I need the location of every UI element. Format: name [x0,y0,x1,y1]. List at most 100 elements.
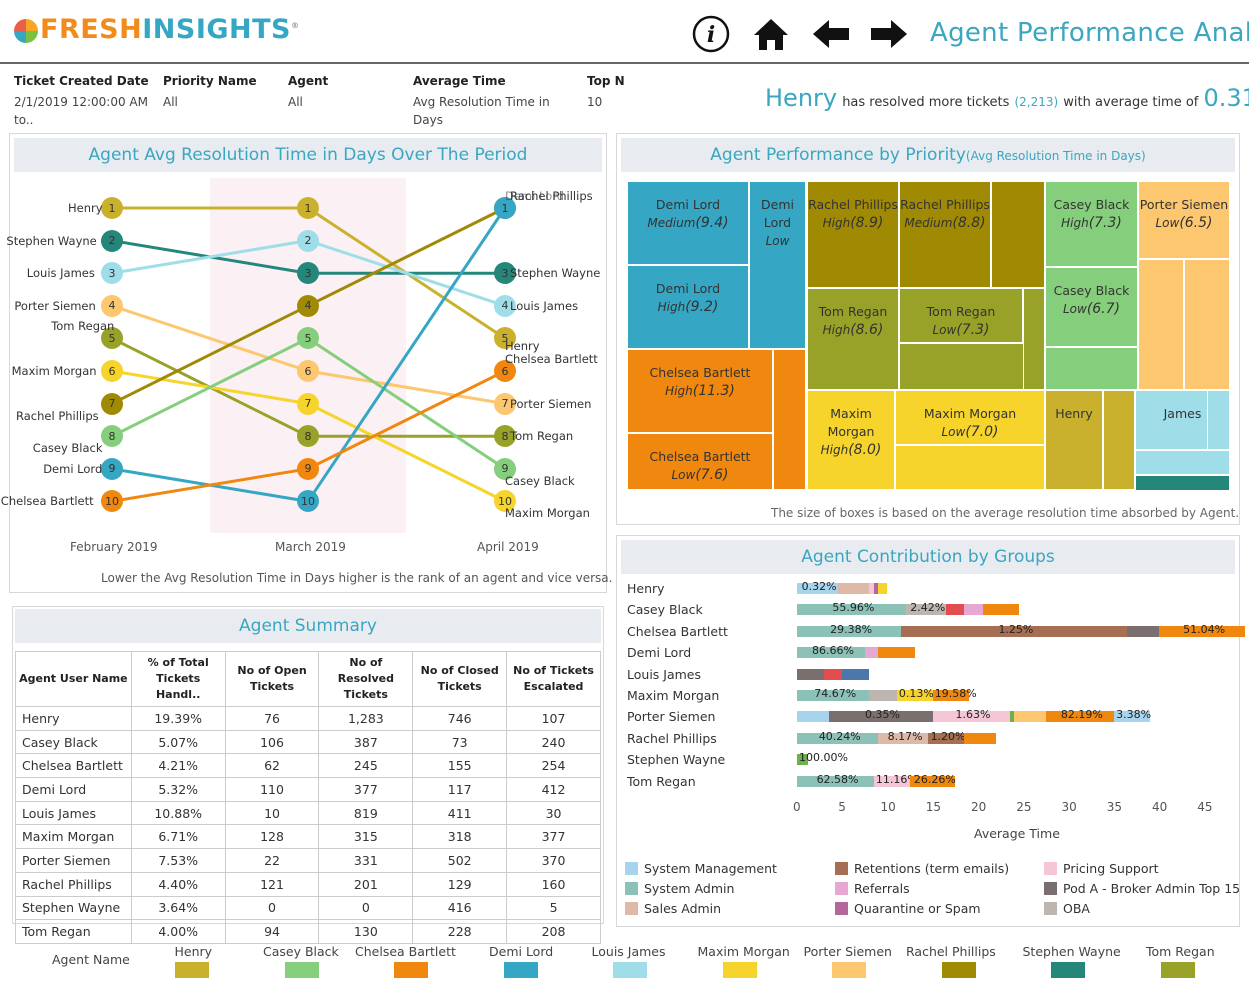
treemap-cell-tom-regan-high[interactable]: Tom Regan High(8.6) [807,288,899,390]
contribution-seg-tom-regan-1[interactable] [873,775,911,787]
treemap-cell-casey-black-low[interactable]: Casey Black Low(6.7) [1045,267,1138,347]
contribution-seg-chelsea-bartlett-1[interactable] [901,625,1128,637]
contribution-legend-oba[interactable]: OBA [1044,898,1090,917]
contribution-bar-rachel-phillips[interactable]: 40.24% 8.17% 1.20% [797,730,1217,744]
contribution-legend-system-management[interactable]: System Management [625,858,777,877]
contribution-seg-porter-siemen-3[interactable] [1009,711,1015,723]
contribution-seg-henry-2[interactable] [869,583,874,594]
contribution-seg-casey-black-4[interactable] [982,604,1019,616]
bump-node-louis-james-0[interactable]: 3 [101,262,123,285]
contribution-seg-henry-1[interactable] [837,583,870,594]
contribution-seg-chelsea-bartlett-3[interactable] [1159,625,1245,637]
filter-average-time[interactable]: Average Time Avg Resolution Time in Days [413,74,550,127]
bump-node-porter-siemen-0[interactable]: 4 [101,294,123,317]
table-row[interactable]: Chelsea Bartlett 4.21% 62 245 155 254 [15,753,601,779]
bottom-legend-swatch-casey-black[interactable] [284,962,319,978]
table-row[interactable]: Tom Regan 4.00% 94 130 228 208 [15,919,601,944]
table-row[interactable]: Henry 19.39% 76 1,283 746 107 [15,706,601,731]
filter-agent[interactable]: Agent All [288,74,329,109]
contribution-seg-tom-regan-0[interactable] [797,775,874,787]
bump-node-tom-regan-2[interactable]: 8 [494,425,516,448]
bump-node-casey-black-0[interactable]: 8 [101,425,123,448]
bottom-legend-swatch-henry[interactable] [175,962,209,978]
treemap-cell-demi-lord-high[interactable]: Demi Lord High(9.2) [627,265,749,349]
contribution-seg-stephen-wayne-0[interactable] [797,754,808,766]
treemap-cell-casey-black-high[interactable]: Casey Black High(7.3) [1045,181,1138,267]
treemap-filler-10[interactable] [1135,475,1230,491]
bottom-legend-swatch-tom-regan[interactable] [1160,962,1195,978]
contribution-seg-maxim-morgan-1[interactable] [869,690,897,701]
col-header-2[interactable]: No of Open Tickets [224,651,320,707]
contribution-seg-maxim-morgan-3[interactable] [932,690,969,701]
table-row[interactable]: Casey Black 5.07% 106 387 73 240 [15,729,601,755]
treemap-cell-henry[interactable]: Henry [1045,390,1103,490]
table-row[interactable]: Rachel Phillips 4.40% 121 201 129 160 [15,871,601,897]
contribution-bar-louis-james[interactable] [797,668,1217,680]
bump-node-porter-siemen-2[interactable]: 7 [494,392,516,415]
col-header-0[interactable]: Agent User Name [15,651,132,707]
contribution-seg-henry-4[interactable] [878,583,888,594]
filter-priority[interactable]: Priority Name All [163,74,257,109]
contribution-seg-maxim-morgan-0[interactable] [797,690,870,701]
treemap-filler-4[interactable] [1045,347,1138,390]
contribution-seg-henry-0[interactable] [797,583,838,594]
table-row[interactable]: Demi Lord 5.32% 110 377 117 412 [15,777,601,802]
bump-node-chelsea-bartlett-0[interactable]: 10 [101,490,123,513]
contribution-seg-casey-black-2[interactable] [946,604,965,616]
info-icon[interactable]: i [690,14,732,54]
contribution-legend-quarantine-or-spam[interactable]: Quarantine or Spam [835,898,981,917]
col-header-5[interactable]: No of Tickets Escalated [506,651,601,707]
contribution-seg-porter-siemen-0[interactable] [797,711,829,723]
table-row[interactable]: Louis James 10.88% 10 819 411 30 [15,800,601,826]
contribution-seg-rachel-phillips-3[interactable] [964,732,997,744]
treemap-filler-6[interactable] [1184,259,1230,390]
bump-node-rachel-phillips-0[interactable]: 7 [101,392,123,415]
treemap-filler-11[interactable] [1023,288,1045,390]
bump-node-tom-regan-0[interactable]: 5 [101,327,123,350]
bump-node-porter-siemen-1[interactable]: 6 [297,360,319,382]
contribution-legend-system-admin[interactable]: System Admin [625,878,734,897]
bump-node-stephen-wayne-0[interactable]: 2 [101,229,123,252]
contribution-seg-chelsea-bartlett-0[interactable] [797,625,902,637]
contribution-seg-maxim-morgan-2[interactable] [896,690,933,701]
contribution-bar-chelsea-bartlett[interactable]: 29.38% 1.25% 51.04% [797,623,1245,637]
treemap-filler-9[interactable] [1135,450,1230,475]
treemap-cell-tom-regan-low[interactable]: Tom Regan Low(7.3) [899,288,1023,343]
col-header-3[interactable]: No of Resolved Tickets [318,651,414,707]
bump-node-demi-lord-1[interactable]: 10 [297,490,319,513]
contribution-bar-tom-regan[interactable]: 62.58% 11.16% 26.26% [797,773,1217,787]
treemap-cell-rachel-phillips-medium[interactable]: Rachel Phillips Medium(8.8) [899,181,991,288]
bottom-legend-swatch-porter-siemen[interactable] [832,962,866,978]
treemap-filler-7[interactable] [1103,390,1135,490]
contribution-legend-referrals[interactable]: Referrals [835,878,910,897]
bottom-legend-swatch-chelsea-bartlett[interactable] [394,962,428,978]
arrow-right-icon[interactable] [868,14,910,54]
contribution-seg-casey-black-1[interactable] [905,604,947,616]
bump-node-maxim-morgan-2[interactable]: 10 [494,490,516,513]
bottom-legend-swatch-demi-lord[interactable] [503,962,538,978]
contribution-seg-chelsea-bartlett-2[interactable] [1127,625,1159,637]
contribution-seg-louis-james-1[interactable] [824,668,843,680]
filter-ticket-date[interactable]: Ticket Created Date 2/1/2019 12:00:00 AM … [14,74,149,127]
contribution-seg-casey-black-3[interactable] [964,604,983,616]
contribution-seg-casey-black-0[interactable] [797,604,906,616]
contribution-seg-demi-lord-2[interactable] [878,647,915,659]
arrow-left-icon[interactable] [810,14,852,54]
contribution-bar-stephen-wayne[interactable]: 100.00% [797,751,1217,766]
bottom-legend-swatch-stephen-wayne[interactable] [1051,962,1085,978]
contribution-seg-rachel-phillips-2[interactable] [928,732,965,744]
contribution-legend-pod-a-broker-admin-top-15[interactable]: Pod A - Broker Admin Top 15 [1044,878,1240,897]
treemap-filler-3[interactable] [991,181,1045,288]
bump-node-maxim-morgan-1[interactable]: 7 [297,392,319,415]
contribution-seg-louis-james-2[interactable] [842,668,870,680]
treemap-cell-maxim-morgan-high[interactable]: Maxim Morgan High(8.0) [807,390,895,490]
col-header-4[interactable]: No of Closed Tickets [412,651,508,707]
contribution-bar-henry[interactable]: 0.32% [797,580,1217,594]
bump-node-maxim-morgan-0[interactable]: 6 [101,360,123,382]
bump-line-porter-siemen[interactable] [111,304,506,406]
home-icon[interactable] [750,14,792,54]
contribution-legend-sales-admin[interactable]: Sales Admin [625,898,721,917]
table-row[interactable]: Stephen Wayne 3.64% 0 0 416 5 [15,895,601,921]
bump-node-casey-black-1[interactable]: 5 [297,327,319,350]
bump-node-stephen-wayne-2[interactable]: 3 [494,262,516,285]
